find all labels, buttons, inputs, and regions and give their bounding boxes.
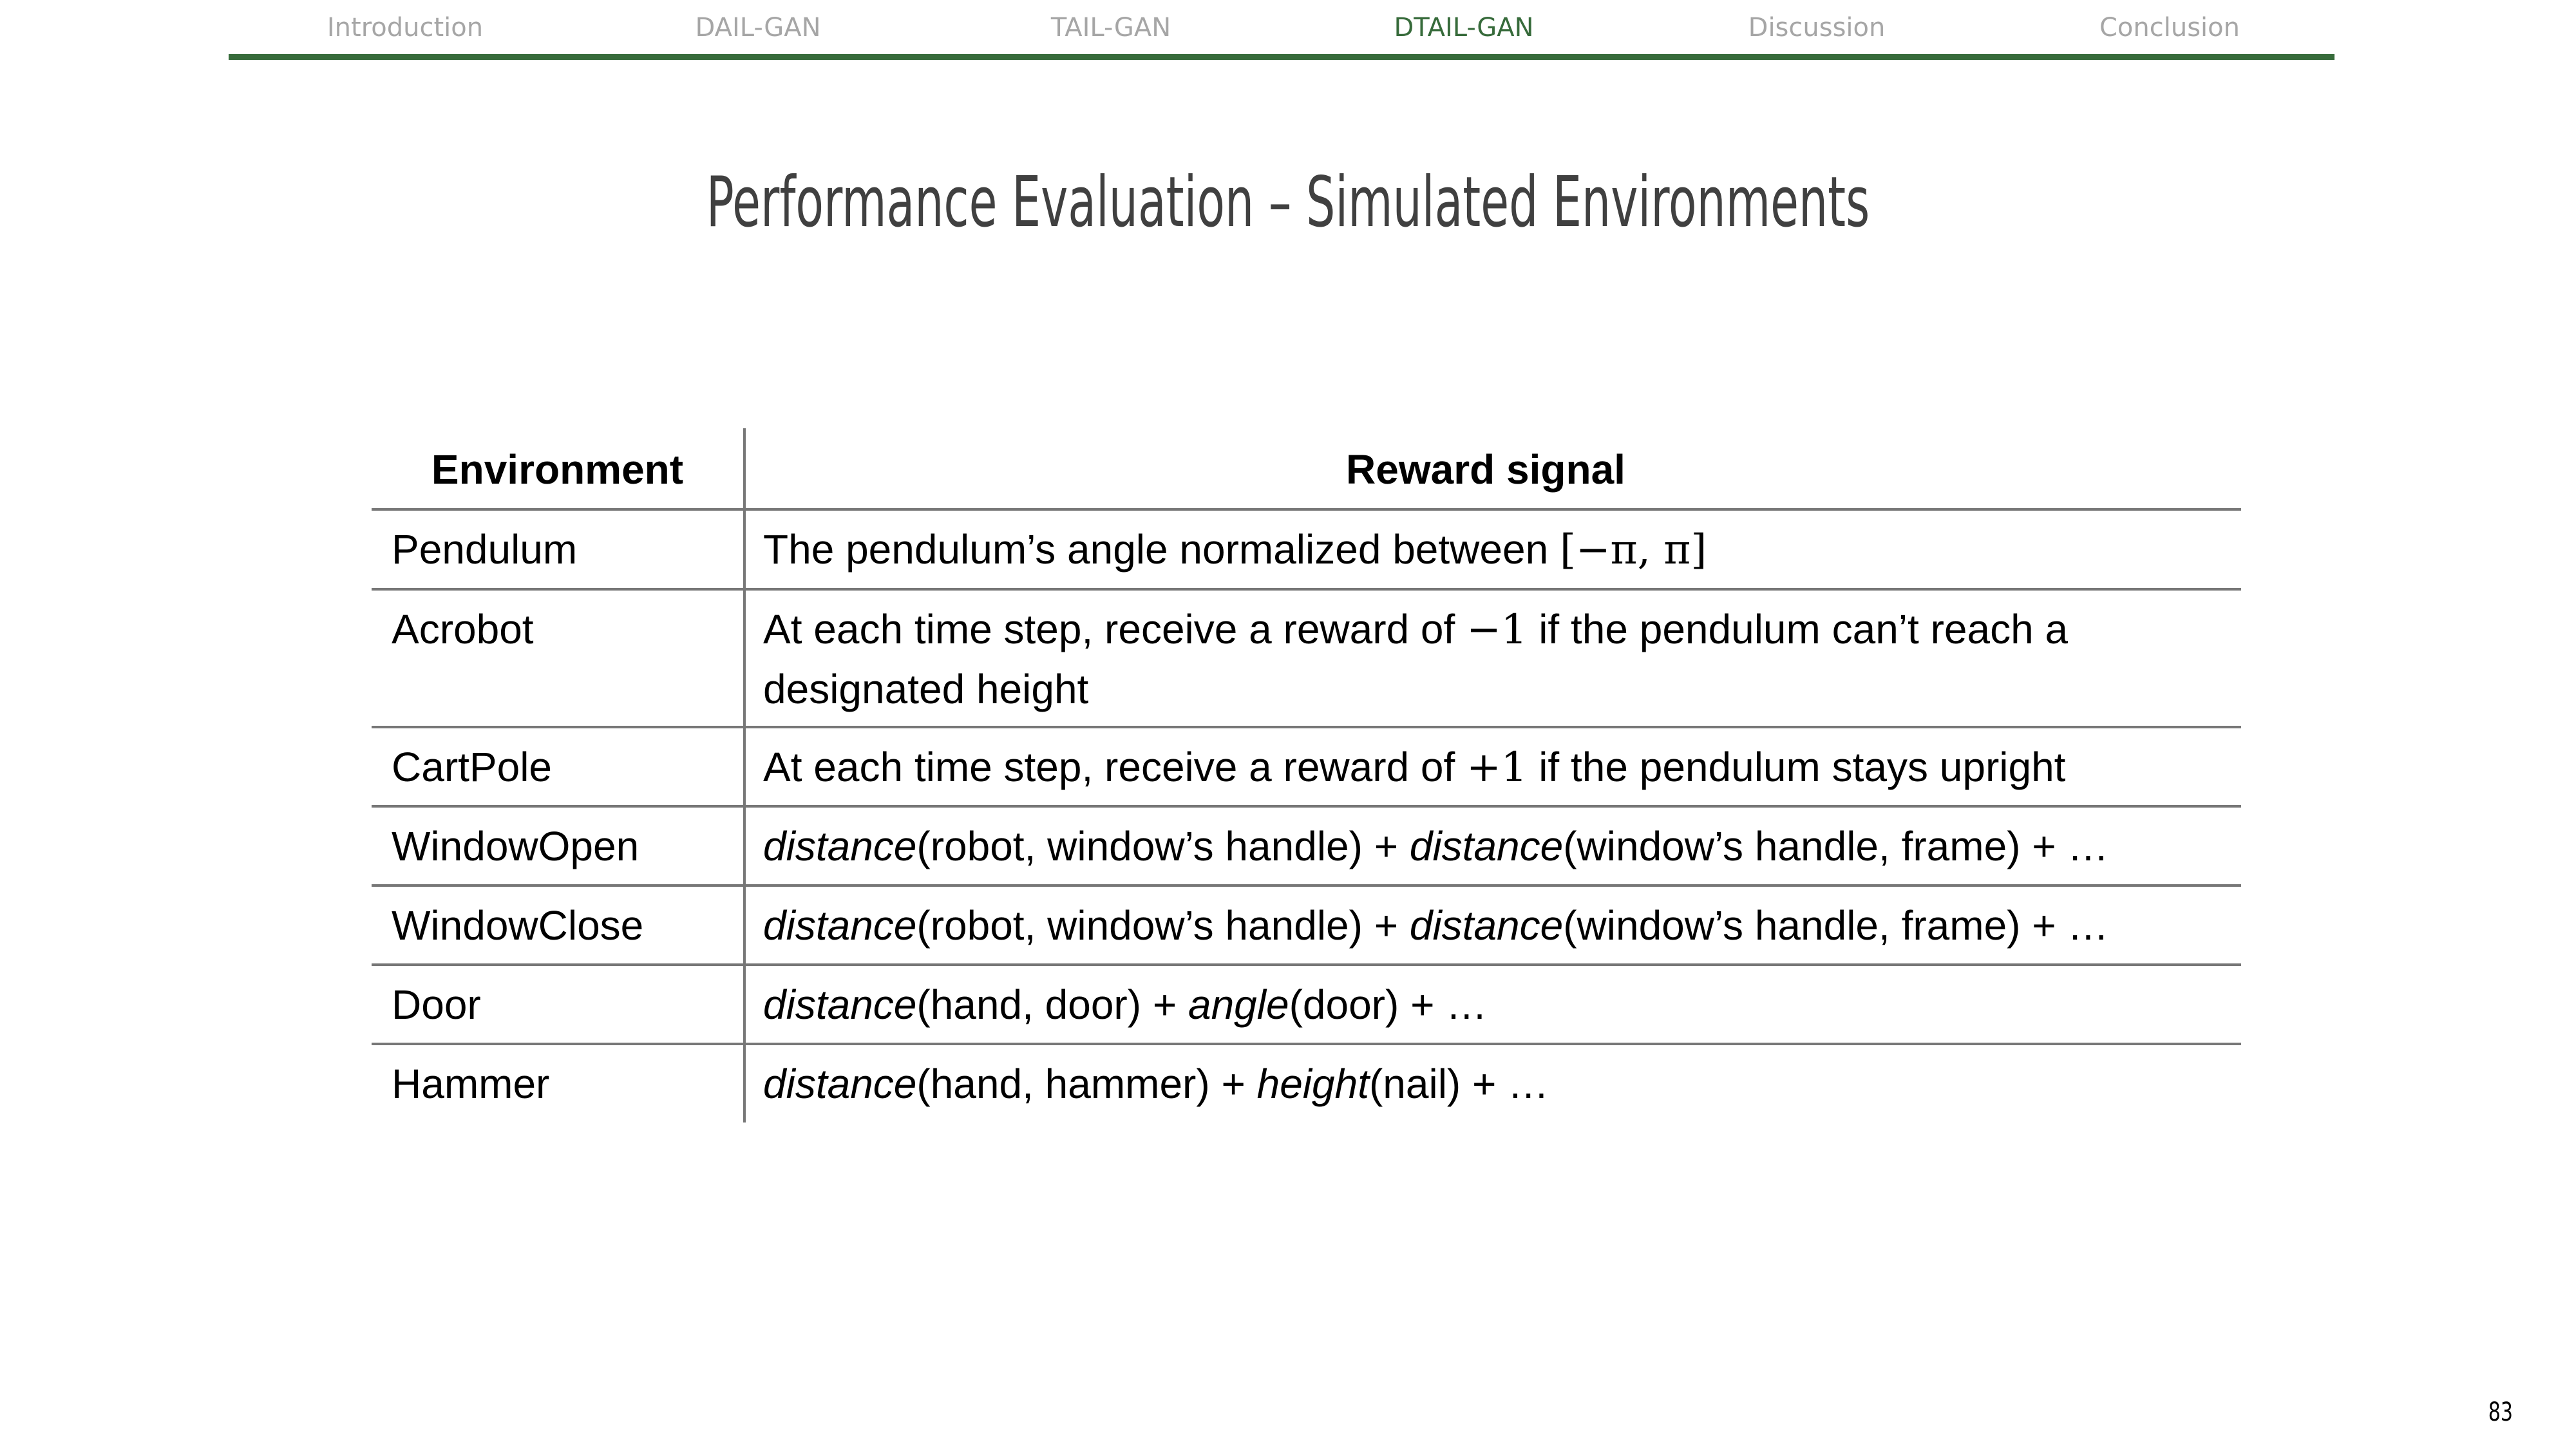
reward-args: (nail) + …	[1368, 1061, 1549, 1107]
reward-function-name: distance	[763, 823, 917, 869]
environment-cell: Door	[392, 981, 481, 1028]
environment-cell: Hammer	[392, 1061, 550, 1107]
slide-title: Performance Evaluation – Simulated Envir…	[706, 162, 1870, 243]
reward-function-name: distance	[763, 902, 917, 949]
nav-item-discussion[interactable]: Discussion	[1748, 13, 1886, 43]
table-row: Door distance(hand, door) + angle(door) …	[372, 966, 2241, 1045]
nav-item-conclusion[interactable]: Conclusion	[2099, 13, 2240, 43]
table-row: Acrobot At each time step, receive a rew…	[372, 591, 2241, 728]
environment-cell: Acrobot	[392, 606, 534, 652]
reward-text: The pendulum’s angle normalized between	[763, 526, 1560, 573]
header-reward-signal: Reward signal	[1346, 446, 1625, 493]
reward-text: At each time step, receive a reward of	[763, 606, 1467, 652]
reward-math: −1	[1466, 606, 1528, 654]
reward-cell: distance(robot, window’s handle) + dista…	[743, 887, 2241, 963]
reward-text-suffix: if the pendulum stays upright	[1527, 744, 2066, 790]
table-row: WindowClose distance(robot, window’s han…	[372, 887, 2241, 966]
reward-cell: The pendulum’s angle normalized between …	[743, 511, 2241, 588]
reward-cell: distance(hand, hammer) + height(nail) + …	[743, 1045, 2241, 1124]
section-nav: Introduction DAIL-GAN TAIL-GAN DTAIL-GAN…	[229, 0, 2334, 59]
reward-function-name: height	[1256, 1061, 1369, 1107]
reward-args: (window’s handle, frame) + …	[1563, 902, 2109, 949]
reward-cell: At each time step, receive a reward of −…	[743, 591, 2241, 726]
table-row: WindowOpen distance(robot, window’s hand…	[372, 808, 2241, 887]
nav-item-dail-gan[interactable]: DAIL-GAN	[695, 13, 821, 43]
column-divider	[743, 428, 746, 1122]
reward-cell: distance(robot, window’s handle) + dista…	[743, 808, 2241, 884]
nav-item-introduction[interactable]: Introduction	[327, 13, 484, 43]
environment-cell: WindowOpen	[392, 823, 639, 869]
header-environment: Environment	[431, 446, 684, 493]
reward-args: (window’s handle, frame) + …	[1563, 823, 2109, 869]
reward-args: (robot, window’s handle) +	[916, 902, 1410, 949]
environment-cell: CartPole	[392, 744, 552, 790]
reward-function-name: distance	[1409, 902, 1564, 949]
reward-math: [−π, π]	[1559, 526, 1707, 574]
nav-underline	[229, 54, 2334, 60]
nav-item-dtail-gan[interactable]: DTAIL-GAN	[1394, 13, 1534, 43]
environment-cell: WindowClose	[392, 902, 644, 949]
reward-text-suffix: if the pendulum can’t reach a designated…	[763, 606, 2069, 712]
reward-args: (hand, door) +	[916, 981, 1188, 1028]
table-row: Hammer distance(hand, hammer) + height(n…	[372, 1045, 2241, 1124]
page-number: 83	[2488, 1397, 2513, 1427]
reward-cell: At each time step, receive a reward of +…	[743, 728, 2241, 805]
reward-function-name: distance	[763, 1061, 917, 1107]
reward-table: Environment Reward signal Pendulum The p…	[372, 428, 2241, 1124]
reward-function-name: distance	[1409, 823, 1564, 869]
table-row: CartPole At each time step, receive a re…	[372, 728, 2241, 808]
reward-function-name: angle	[1188, 981, 1289, 1028]
reward-math: +1	[1466, 744, 1528, 791]
reward-args: (robot, window’s handle) +	[916, 823, 1410, 869]
reward-text: At each time step, receive a reward of	[763, 744, 1467, 790]
reward-cell: distance(hand, door) + angle(door) + …	[743, 966, 2241, 1043]
reward-args: (hand, hammer) +	[916, 1061, 1257, 1107]
environment-cell: Pendulum	[392, 526, 578, 573]
table-row: Pendulum The pendulum’s angle normalized…	[372, 511, 2241, 591]
reward-function-name: distance	[763, 981, 917, 1028]
table-header-row: Environment Reward signal	[372, 428, 2241, 511]
nav-item-tail-gan[interactable]: TAIL-GAN	[1050, 13, 1171, 43]
reward-args: (door) + …	[1289, 981, 1488, 1028]
